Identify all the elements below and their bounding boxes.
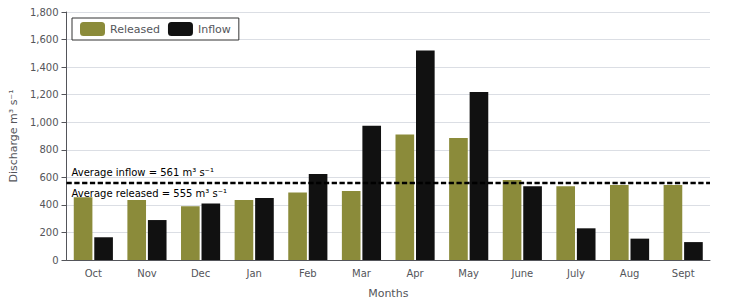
svg-text:800: 800 bbox=[39, 144, 58, 155]
svg-text:Oct: Oct bbox=[85, 268, 102, 279]
svg-text:1,200: 1,200 bbox=[30, 89, 59, 100]
svg-text:Nov: Nov bbox=[137, 268, 157, 279]
svg-text:Average released = 555 m³ s⁻¹: Average released = 555 m³ s⁻¹ bbox=[72, 188, 227, 199]
svg-text:Feb: Feb bbox=[299, 268, 317, 279]
svg-text:Discharge m³ s⁻¹: Discharge m³ s⁻¹ bbox=[7, 89, 20, 182]
svg-text:Mar: Mar bbox=[352, 268, 372, 279]
svg-text:Released: Released bbox=[110, 23, 160, 36]
svg-text:1,600: 1,600 bbox=[30, 34, 59, 45]
svg-text:600: 600 bbox=[39, 172, 58, 183]
svg-text:1,000: 1,000 bbox=[30, 117, 59, 128]
svg-text:0: 0 bbox=[52, 255, 58, 266]
svg-text:Jan: Jan bbox=[245, 268, 261, 279]
svg-text:Inflow: Inflow bbox=[198, 23, 231, 36]
svg-text:Average inflow = 561 m³ s⁻¹: Average inflow = 561 m³ s⁻¹ bbox=[72, 167, 214, 178]
svg-text:Sept: Sept bbox=[672, 268, 695, 279]
svg-text:1,400: 1,400 bbox=[30, 62, 59, 73]
svg-text:400: 400 bbox=[39, 199, 58, 210]
svg-text:200: 200 bbox=[39, 227, 58, 238]
svg-text:May: May bbox=[458, 268, 479, 279]
svg-text:Apr: Apr bbox=[406, 268, 424, 279]
svg-text:Months: Months bbox=[368, 287, 408, 300]
svg-text:Dec: Dec bbox=[191, 268, 210, 279]
svg-text:1,800: 1,800 bbox=[30, 7, 59, 18]
svg-text:July: July bbox=[566, 268, 585, 279]
svg-text:June: June bbox=[510, 268, 533, 279]
svg-text:Aug: Aug bbox=[620, 268, 640, 279]
